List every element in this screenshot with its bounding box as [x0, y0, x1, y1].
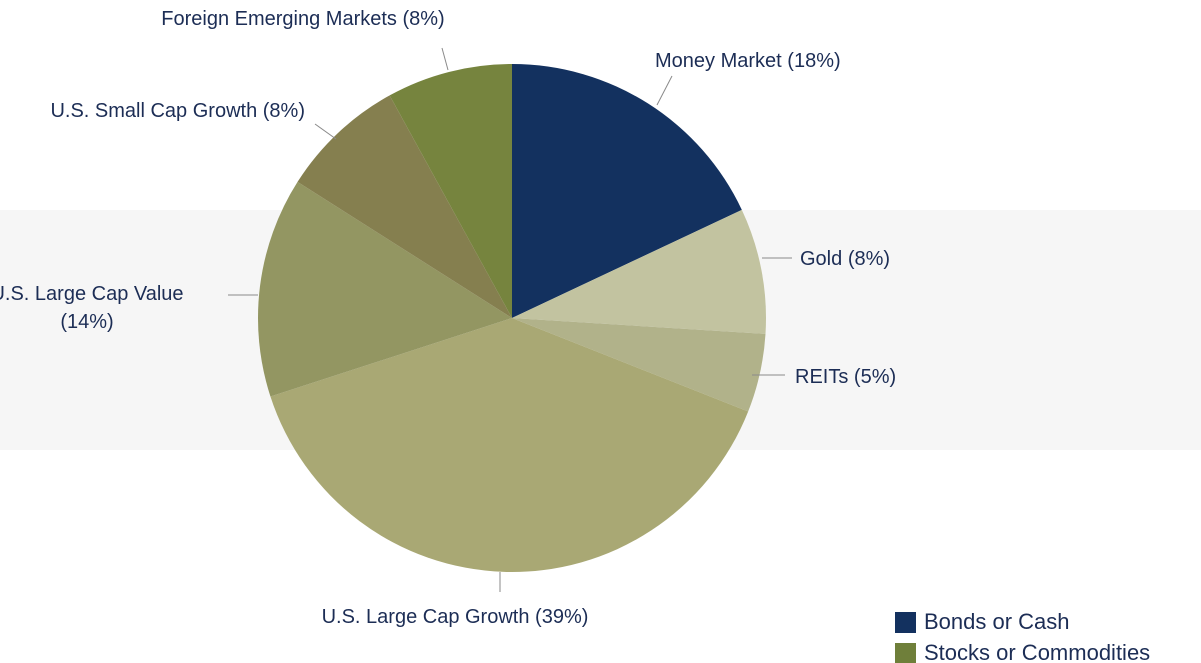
slice-value-label: (14%)	[60, 311, 113, 333]
slice-category: Gold	[800, 248, 842, 270]
slice-label: Money Market (18%)	[655, 50, 841, 72]
slice-label: Foreign Emerging Markets (8%)	[161, 8, 444, 30]
legend-swatch	[895, 643, 916, 663]
slice-value-label: (8%)	[848, 248, 890, 270]
slice-value-label: (8%)	[263, 100, 305, 122]
slice-value-label: (5%)	[854, 366, 896, 388]
slice-category: Foreign Emerging Markets	[161, 8, 397, 30]
pie-slice	[512, 209, 766, 334]
legend-swatch	[895, 612, 916, 633]
pie-slice	[512, 318, 766, 412]
pie-slice	[270, 318, 749, 572]
slice-category: U.S. Small Cap Growth	[50, 100, 257, 122]
slice-label: U.S. Small Cap Growth (8%)	[50, 100, 305, 122]
legend-label: Stocks or Commodities	[924, 640, 1150, 663]
leader-line	[314, 123, 337, 140]
slice-category: REITs	[795, 366, 848, 388]
slice-category: U.S. Large Cap Growth	[322, 606, 530, 628]
slice-value-label: (8%)	[402, 8, 444, 30]
pie-slice	[512, 64, 742, 318]
slice-label: REITs (5%)	[795, 366, 896, 388]
leader-line	[656, 75, 673, 106]
slice-category: Money Market	[655, 50, 782, 72]
pie-slice	[297, 95, 512, 318]
slice-value-label: (18%)	[787, 50, 840, 72]
leader-line	[441, 47, 449, 71]
slice-value-label: (39%)	[535, 606, 588, 628]
legend-label: Bonds or Cash	[924, 609, 1070, 634]
slice-category: U.S. Large Cap Value	[0, 283, 184, 305]
slice-label: U.S. Large Cap Value (14%)	[0, 283, 184, 333]
pie-slice	[389, 64, 512, 318]
pie-slice	[258, 181, 512, 397]
slice-label: U.S. Large Cap Growth (39%)	[322, 606, 589, 628]
slice-label: Gold (8%)	[800, 248, 890, 270]
